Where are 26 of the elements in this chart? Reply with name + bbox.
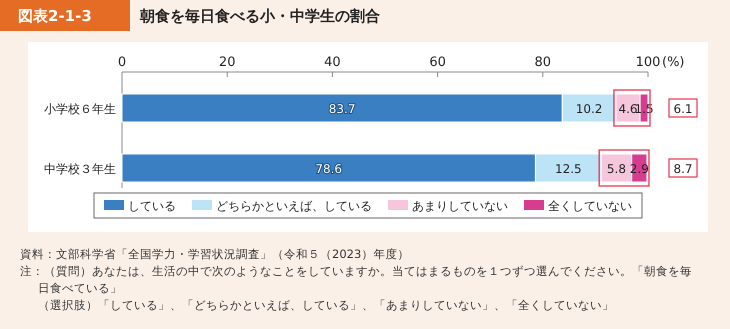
- y-tick-label: 小学校６年生: [44, 102, 116, 116]
- data-label: 5.8: [606, 162, 626, 176]
- legend-label: 全くしていない: [548, 199, 632, 213]
- x-tick-label: 80: [534, 55, 552, 70]
- chart-subtitle: 図表2-1-3: [18, 7, 92, 25]
- x-tick-label: 40: [324, 55, 341, 70]
- x-tick-label: 0: [118, 55, 126, 70]
- data-label: 4.6: [618, 102, 638, 116]
- total-box: 6.1: [668, 98, 698, 118]
- legend-label: どちらかといえば、している: [216, 199, 372, 213]
- data-label: 78.6: [315, 162, 342, 176]
- legend-label: している: [128, 199, 176, 213]
- data-label: 12.5: [554, 162, 582, 176]
- x-tick-label: 60: [429, 55, 446, 70]
- chart-title: 朝食を毎日食べる小・中学生の割合: [139, 7, 380, 25]
- x-tick-label: 100: [636, 55, 660, 70]
- data-label: 10.2: [576, 102, 602, 116]
- x-axis-title: (%): [662, 55, 684, 70]
- y-tick-label: 中学校３年生: [44, 162, 116, 176]
- text: （選択肢）「している」、「どちらかといえば、している」、「あまりしていない」、「全くしていない」: [38, 298, 614, 312]
- text: 注：（質問）あなたは、生活の中で次のようなことをしていますか。当てはまるものを１つずつ選んでください。「朝食を毎日食べている」: [20, 264, 692, 295]
- legend-label: あまりしていない: [412, 199, 508, 213]
- data-label: 83.7: [328, 102, 356, 116]
- total-box: 8.7: [668, 158, 698, 178]
- x-tick-label: 20: [218, 55, 236, 70]
- text: 資料：文部科学省「全国学力・学習状況調査」（令和５（2023）年度）: [20, 247, 410, 261]
